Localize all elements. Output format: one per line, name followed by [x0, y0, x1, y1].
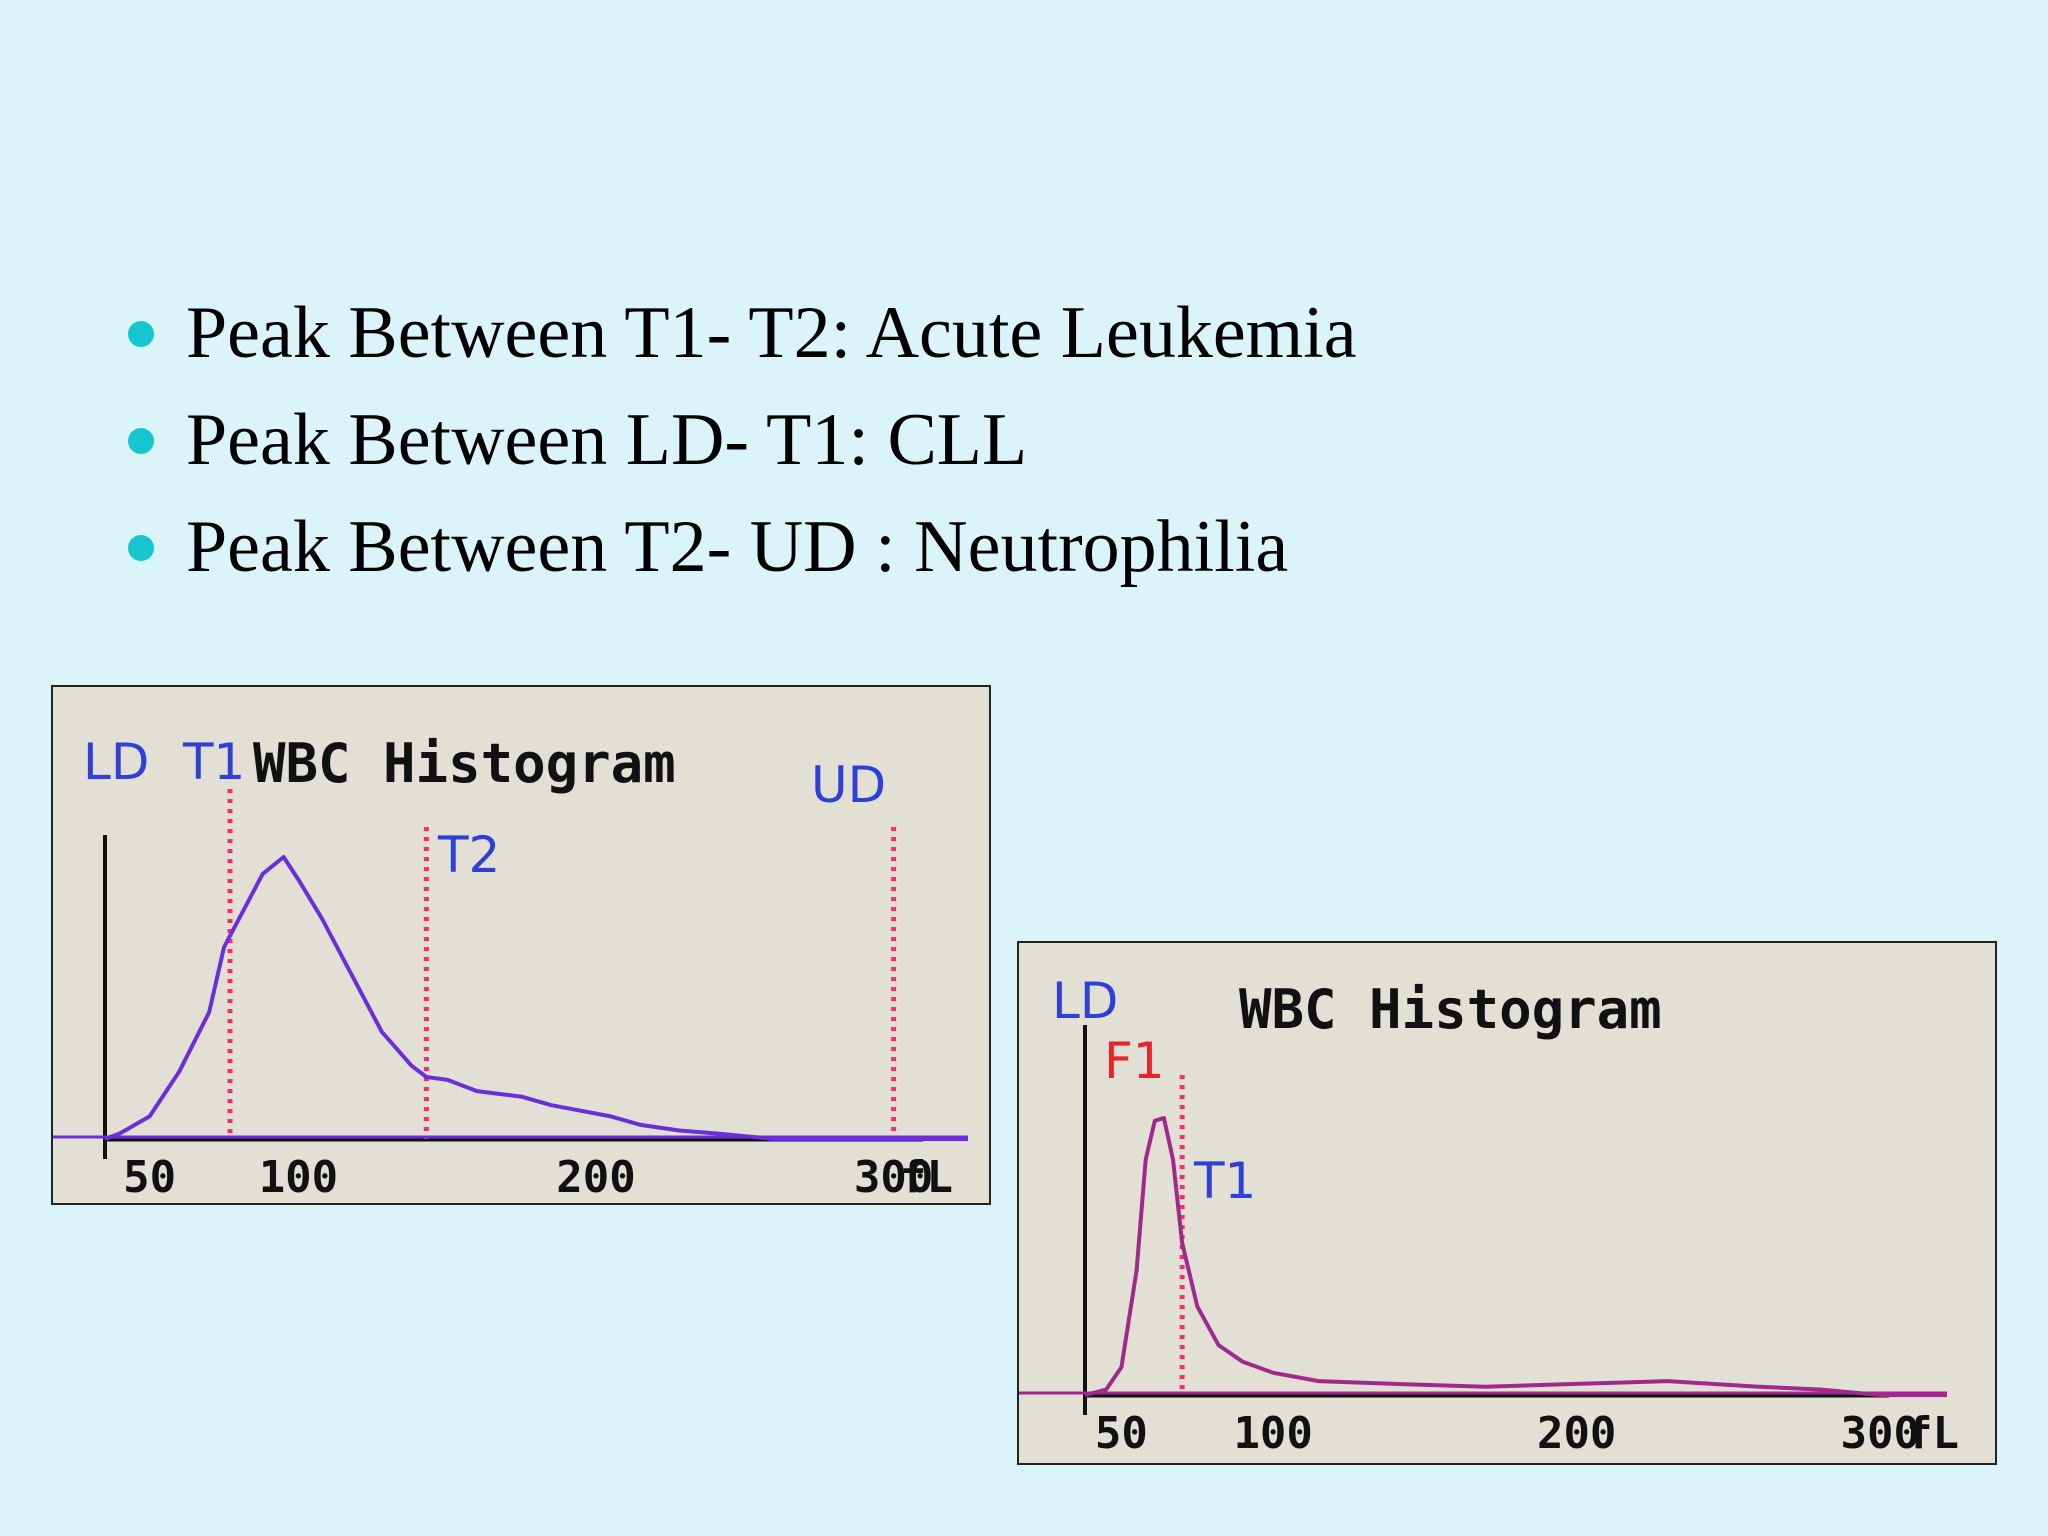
- x-tick-label: 300: [1840, 1408, 1919, 1459]
- x-tick-label: 100: [259, 1152, 338, 1203]
- x-tick-label: 200: [556, 1152, 635, 1203]
- x-tick-label: 200: [1537, 1408, 1616, 1459]
- bullet-list: Peak Between T1- T2: Acute Leukemia Peak…: [128, 280, 1357, 601]
- bullet-dot-icon: [128, 428, 154, 454]
- bullet-dot-icon: [128, 535, 154, 561]
- histogram-curve: [1084, 1116, 1947, 1397]
- marker-label-t1: T1: [1193, 1152, 1256, 1210]
- marker-label-ld: LD: [1052, 972, 1118, 1030]
- x-tick-label: 100: [1233, 1408, 1312, 1459]
- bullet-text: Peak Between LD- T1: CLL: [186, 399, 1028, 481]
- histogram-curve: [104, 855, 968, 1141]
- chart-title: WBC Histogram: [253, 732, 676, 795]
- marker-label-t1: T1: [182, 733, 245, 791]
- marker-label-f1: F1: [1104, 1032, 1165, 1090]
- x-axis-unit-label: fL: [1906, 1408, 1959, 1459]
- x-axis-unit-label: fL: [900, 1152, 953, 1203]
- x-tick-label: 50: [123, 1152, 176, 1203]
- marker-label-t2: T2: [437, 826, 500, 884]
- bullet-item: Peak Between LD- T1: CLL: [128, 387, 1357, 494]
- x-tick-label: 50: [1095, 1408, 1148, 1459]
- marker-label-ud: UD: [811, 756, 886, 814]
- bullet-item: Peak Between T1- T2: Acute Leukemia: [128, 280, 1357, 387]
- bullet-dot-icon: [128, 321, 154, 347]
- histogram-panel-2: WBC Histogram LD F1 T1 50 100 200 300 fL: [1017, 941, 1997, 1465]
- bullet-item: Peak Between T2- UD : Neutrophilia: [128, 494, 1357, 601]
- bullet-text: Peak Between T1- T2: Acute Leukemia: [186, 292, 1357, 374]
- histogram-panel-1: WBC Histogram LD T1 T2 UD 50 100 200 300 fL: [51, 685, 991, 1205]
- x-tick-label: 300: [854, 1152, 933, 1203]
- chart-title: WBC Histogram: [1239, 978, 1662, 1041]
- bullet-text: Peak Between T2- UD : Neutrophilia: [186, 506, 1289, 588]
- marker-label-ld: LD: [83, 733, 149, 791]
